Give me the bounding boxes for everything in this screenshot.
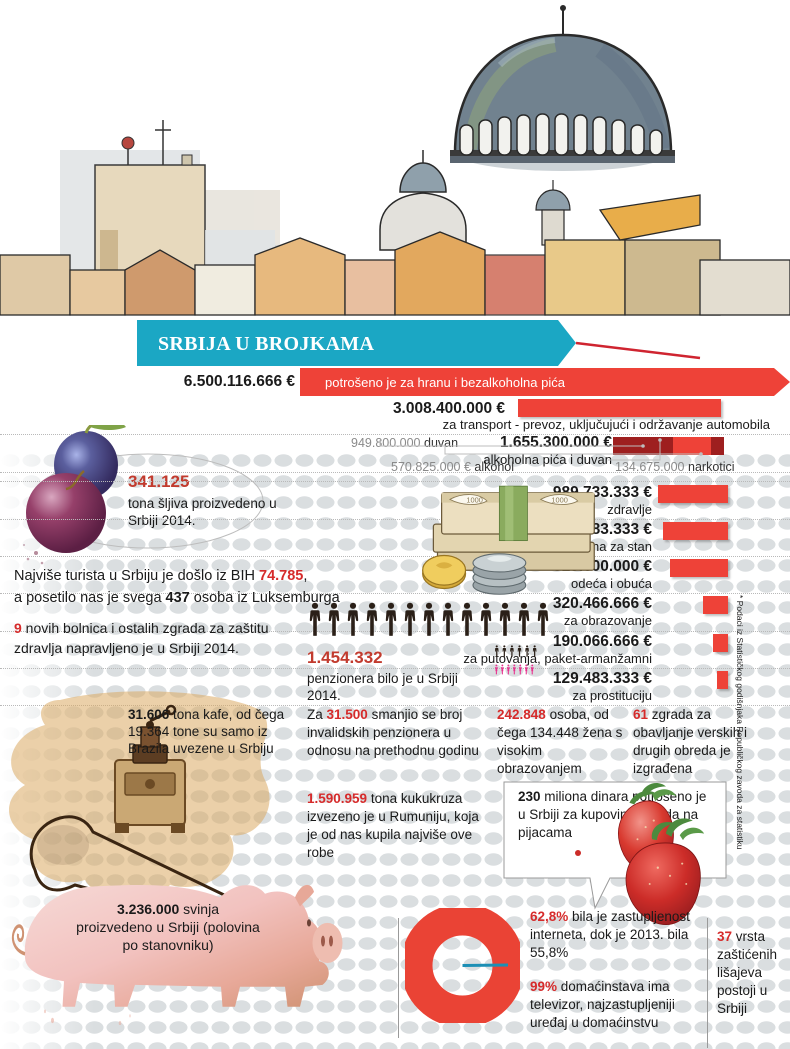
- svg-text:1000: 1000: [551, 496, 567, 505]
- svg-text:1000: 1000: [466, 496, 482, 505]
- svg-text:SRBIJA U BROJKAMA: SRBIJA U BROJKAMA: [158, 333, 374, 355]
